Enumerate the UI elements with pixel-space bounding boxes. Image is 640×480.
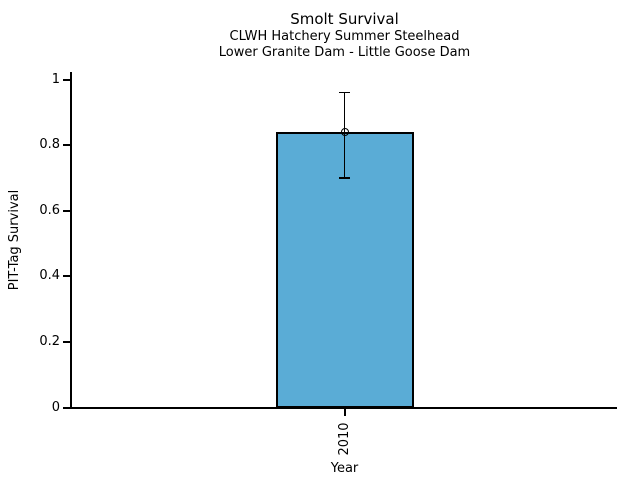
chart-subtitle-line-1: CLWH Hatchery Summer Steelhead [229, 29, 460, 44]
error-bar-cap-bottom [339, 177, 350, 179]
y-tick-mark [63, 275, 70, 278]
y-tick-label: 0.6 [39, 202, 60, 218]
y-tick-label: 0.4 [39, 268, 60, 284]
x-tick-label: 2010 [336, 421, 352, 456]
point-marker-circle [340, 127, 349, 136]
x-tick-mark [343, 408, 346, 416]
error-bar-cap-top [339, 91, 350, 94]
y-tick-label: 0 [51, 399, 60, 415]
y-axis-line [70, 72, 72, 409]
y-tick-mark [63, 209, 70, 212]
x-axis-title: Year [330, 461, 359, 476]
y-tick-mark [63, 78, 70, 81]
chart-title: Smolt Survival [290, 10, 399, 28]
y-tick-mark [63, 406, 70, 409]
y-tick-mark [63, 144, 70, 147]
y-tick-label: 1 [51, 71, 60, 87]
y-tick-mark [63, 340, 70, 343]
chart-subtitle-line-2: Lower Granite Dam - Little Goose Dam [218, 45, 471, 60]
y-tick-label: 0.8 [39, 137, 60, 153]
y-tick-label: 0.2 [39, 333, 60, 349]
